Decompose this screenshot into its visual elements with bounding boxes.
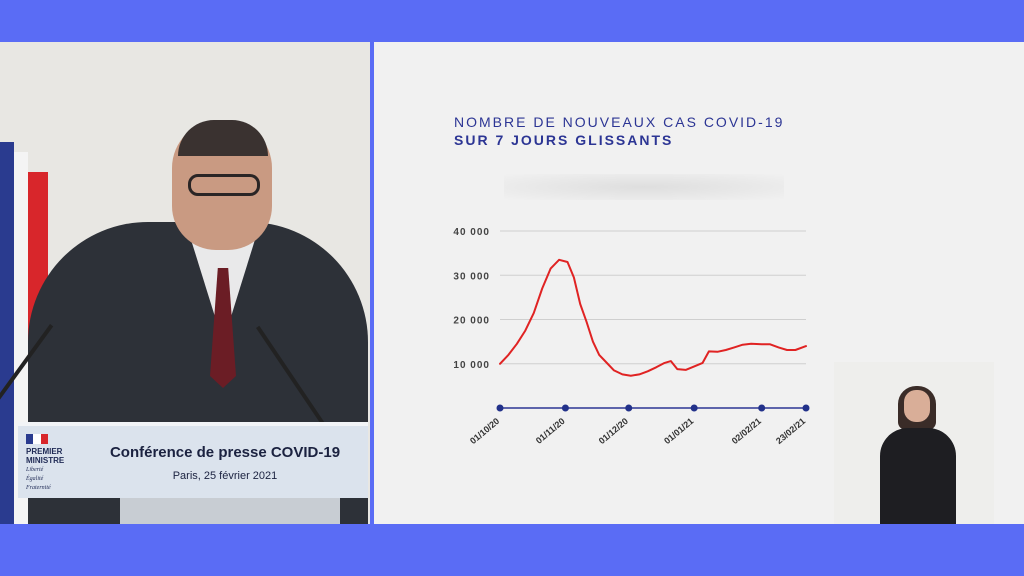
logo-motto-1: Liberté bbox=[26, 467, 44, 473]
interpreter-head bbox=[904, 390, 930, 422]
glasses-icon bbox=[188, 174, 260, 196]
podium-title: Conférence de presse COVID-19 bbox=[109, 444, 341, 461]
x-tick-label: 02/02/21 bbox=[730, 416, 763, 446]
podium-subtitle: Paris, 25 février 2021 bbox=[172, 470, 278, 482]
y-tick-label: 30 000 bbox=[453, 271, 490, 282]
logo-motto-2: Égalité bbox=[26, 476, 44, 482]
x-tick-marker bbox=[758, 404, 766, 412]
premier-ministre-logo: PREMIER MINISTRE Liberté Égalité Fratern… bbox=[26, 434, 86, 492]
x-tick-marker bbox=[496, 404, 504, 412]
flag-blue-band bbox=[0, 142, 14, 524]
logo-flag-icon bbox=[26, 434, 48, 444]
x-tick-label: 01/01/21 bbox=[662, 416, 695, 446]
interpreter-body bbox=[880, 428, 956, 524]
x-tick-marker bbox=[625, 404, 633, 412]
bottom-frame-band bbox=[0, 524, 1024, 576]
x-tick-marker bbox=[690, 404, 698, 412]
y-tick-label: 10 000 bbox=[453, 360, 490, 371]
series-line bbox=[499, 258, 807, 377]
line-chart: 10 000 20 000 30 000 40 000 01/10/20 01/11/20… bbox=[453, 227, 810, 446]
speaker-hair bbox=[178, 120, 268, 156]
top-frame-band bbox=[0, 0, 1024, 42]
logo-line-1: PREMIER bbox=[26, 447, 63, 456]
x-tick-label: 23/02/21 bbox=[774, 416, 807, 446]
chart-title: NOMBRE DE NOUVEAUX CAS COVID-19 bbox=[454, 114, 785, 130]
x-tick-marker bbox=[561, 404, 569, 412]
x-tick-label: 01/12/20 bbox=[597, 416, 630, 446]
x-tick-label: 01/10/20 bbox=[468, 416, 501, 446]
logo-line-2: MINISTRE bbox=[26, 456, 65, 465]
chart-subtitle: SUR 7 JOURS GLISSANTS bbox=[454, 132, 674, 148]
logo-motto-3: Fraternité bbox=[26, 485, 51, 491]
podium-base bbox=[120, 498, 340, 524]
speaker-video: PREMIER MINISTRE Liberté Égalité Fratern… bbox=[0, 42, 370, 524]
podium bbox=[18, 422, 368, 498]
y-tick-label: 40 000 bbox=[453, 227, 490, 238]
x-tick-marker bbox=[802, 404, 810, 412]
y-tick-label: 20 000 bbox=[453, 316, 490, 327]
sign-language-interpreter bbox=[834, 362, 994, 524]
x-tick-label: 01/11/20 bbox=[534, 416, 567, 446]
title-shadow bbox=[504, 174, 784, 200]
